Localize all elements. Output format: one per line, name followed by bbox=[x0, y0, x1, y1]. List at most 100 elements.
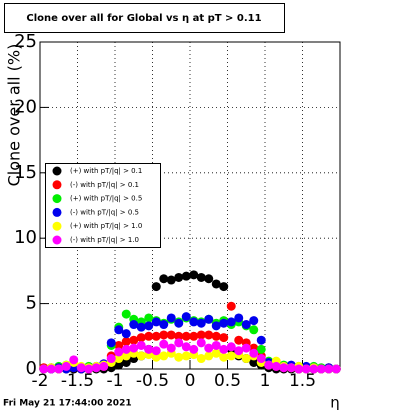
data-point bbox=[129, 335, 139, 345]
data-point bbox=[286, 363, 296, 373]
data-point bbox=[316, 364, 326, 374]
data-point bbox=[54, 364, 64, 374]
legend-label: (+) with pT/|q| > 1.0 bbox=[70, 222, 142, 230]
data-point bbox=[226, 351, 236, 361]
legend-marker bbox=[52, 166, 62, 176]
data-point bbox=[181, 342, 191, 352]
x-tick-label: -1.5 bbox=[61, 371, 94, 391]
plot-frame bbox=[39, 41, 341, 370]
data-point bbox=[121, 344, 131, 354]
data-point bbox=[121, 329, 131, 339]
data-point bbox=[249, 325, 259, 335]
data-point bbox=[204, 314, 214, 324]
chart-title: Clone over all for Global vs η at pT > 0… bbox=[26, 13, 261, 24]
data-point bbox=[196, 318, 206, 328]
data-point bbox=[166, 313, 176, 323]
data-point bbox=[136, 340, 146, 350]
legend-marker bbox=[52, 207, 62, 217]
x-tick-label: 1.5 bbox=[289, 371, 316, 391]
x-tick-label: 0 bbox=[185, 371, 196, 391]
data-point bbox=[166, 343, 176, 353]
data-point bbox=[39, 364, 49, 374]
data-point bbox=[309, 364, 319, 374]
x-tick-label: 0.5 bbox=[214, 371, 241, 391]
data-point bbox=[46, 364, 56, 374]
data-point bbox=[241, 354, 251, 364]
data-point bbox=[121, 357, 131, 367]
data-point bbox=[76, 363, 86, 373]
y-axis-label: Clone over all (%) bbox=[5, 44, 24, 187]
data-point bbox=[189, 270, 199, 280]
data-point bbox=[129, 320, 139, 330]
data-point bbox=[166, 330, 176, 340]
y-tick-label: 25 bbox=[14, 31, 37, 52]
data-point bbox=[106, 354, 116, 364]
data-point bbox=[99, 361, 109, 371]
data-point bbox=[114, 360, 124, 370]
data-point bbox=[219, 352, 229, 362]
data-point bbox=[151, 346, 161, 356]
data-point bbox=[189, 344, 199, 354]
legend-label: (-) with pT/|q| > 1.0 bbox=[70, 236, 139, 244]
x-tick-label: -2 bbox=[32, 371, 49, 391]
x-tick-label: -0.5 bbox=[136, 371, 169, 391]
legend-label: (-) with pT/|q| > 0.1 bbox=[70, 181, 139, 189]
legend-box bbox=[45, 163, 161, 248]
data-point bbox=[159, 330, 169, 340]
data-point bbox=[324, 364, 334, 374]
legend-label: (+) with pT/|q| > 0.1 bbox=[70, 167, 142, 175]
x-tick-label: -1 bbox=[107, 371, 124, 391]
legend-label: (-) with pT/|q| > 0.5 bbox=[70, 208, 139, 216]
footer: Fri May 21 17:44:00 2021 bbox=[3, 399, 132, 409]
data-point bbox=[106, 338, 116, 348]
data-point bbox=[196, 354, 206, 364]
data-point bbox=[121, 337, 131, 347]
data-point bbox=[129, 343, 139, 353]
x-axis-label: η bbox=[330, 394, 340, 410]
data-point bbox=[144, 344, 154, 354]
data-point bbox=[114, 354, 124, 364]
data-point bbox=[241, 343, 251, 353]
data-point bbox=[226, 342, 236, 352]
data-point bbox=[211, 331, 221, 341]
data-point bbox=[271, 361, 281, 371]
data-point bbox=[69, 355, 79, 365]
data-point bbox=[301, 364, 311, 374]
data-point bbox=[234, 313, 244, 323]
data-point bbox=[204, 274, 214, 284]
data-point bbox=[151, 352, 161, 362]
legend-marker bbox=[52, 235, 62, 245]
data-point bbox=[294, 364, 304, 374]
data-point bbox=[204, 351, 214, 361]
data-point bbox=[61, 361, 71, 371]
y-tick-label: 20 bbox=[14, 96, 37, 117]
data-point bbox=[256, 335, 266, 345]
data-point bbox=[234, 346, 244, 356]
data-point bbox=[114, 340, 124, 350]
data-point bbox=[226, 317, 236, 327]
data-point bbox=[159, 339, 169, 349]
data-point bbox=[91, 363, 101, 373]
data-point bbox=[151, 331, 161, 341]
y-tick-label: 0 bbox=[26, 358, 37, 379]
y-tick-label: 5 bbox=[26, 293, 37, 314]
data-point bbox=[211, 279, 221, 289]
data-point bbox=[174, 331, 184, 341]
data-point bbox=[331, 364, 341, 374]
data-point bbox=[114, 325, 124, 335]
legend-marker bbox=[52, 194, 62, 204]
y-tick-label: 15 bbox=[14, 162, 37, 183]
data-point bbox=[219, 318, 229, 328]
data-point bbox=[256, 344, 266, 354]
data-point bbox=[121, 351, 131, 361]
data-point bbox=[226, 301, 236, 311]
legend-marker bbox=[52, 180, 62, 190]
data-point bbox=[279, 363, 289, 373]
data-point bbox=[196, 330, 206, 340]
data-point bbox=[249, 357, 259, 367]
data-point bbox=[174, 352, 184, 362]
data-point bbox=[234, 335, 244, 345]
data-point bbox=[181, 351, 191, 361]
data-point bbox=[136, 351, 146, 361]
